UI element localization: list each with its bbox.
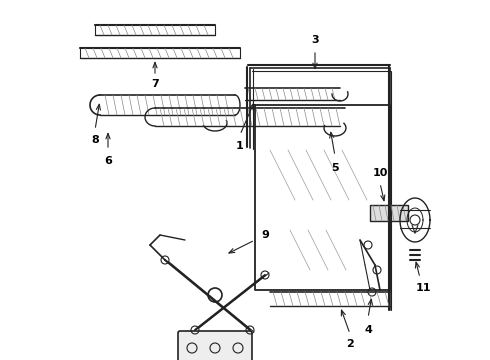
FancyBboxPatch shape: [178, 331, 252, 360]
Text: 3: 3: [311, 35, 319, 45]
Text: 4: 4: [364, 325, 372, 335]
Bar: [370, 205, 408, 221]
Text: 8: 8: [91, 135, 99, 145]
Text: 10: 10: [372, 168, 388, 178]
Text: 2: 2: [346, 339, 354, 349]
Text: 11: 11: [415, 283, 431, 293]
Text: 9: 9: [261, 230, 269, 240]
Text: 5: 5: [331, 163, 339, 173]
Text: 7: 7: [151, 79, 159, 89]
Text: 1: 1: [236, 141, 244, 151]
Text: 6: 6: [104, 156, 112, 166]
